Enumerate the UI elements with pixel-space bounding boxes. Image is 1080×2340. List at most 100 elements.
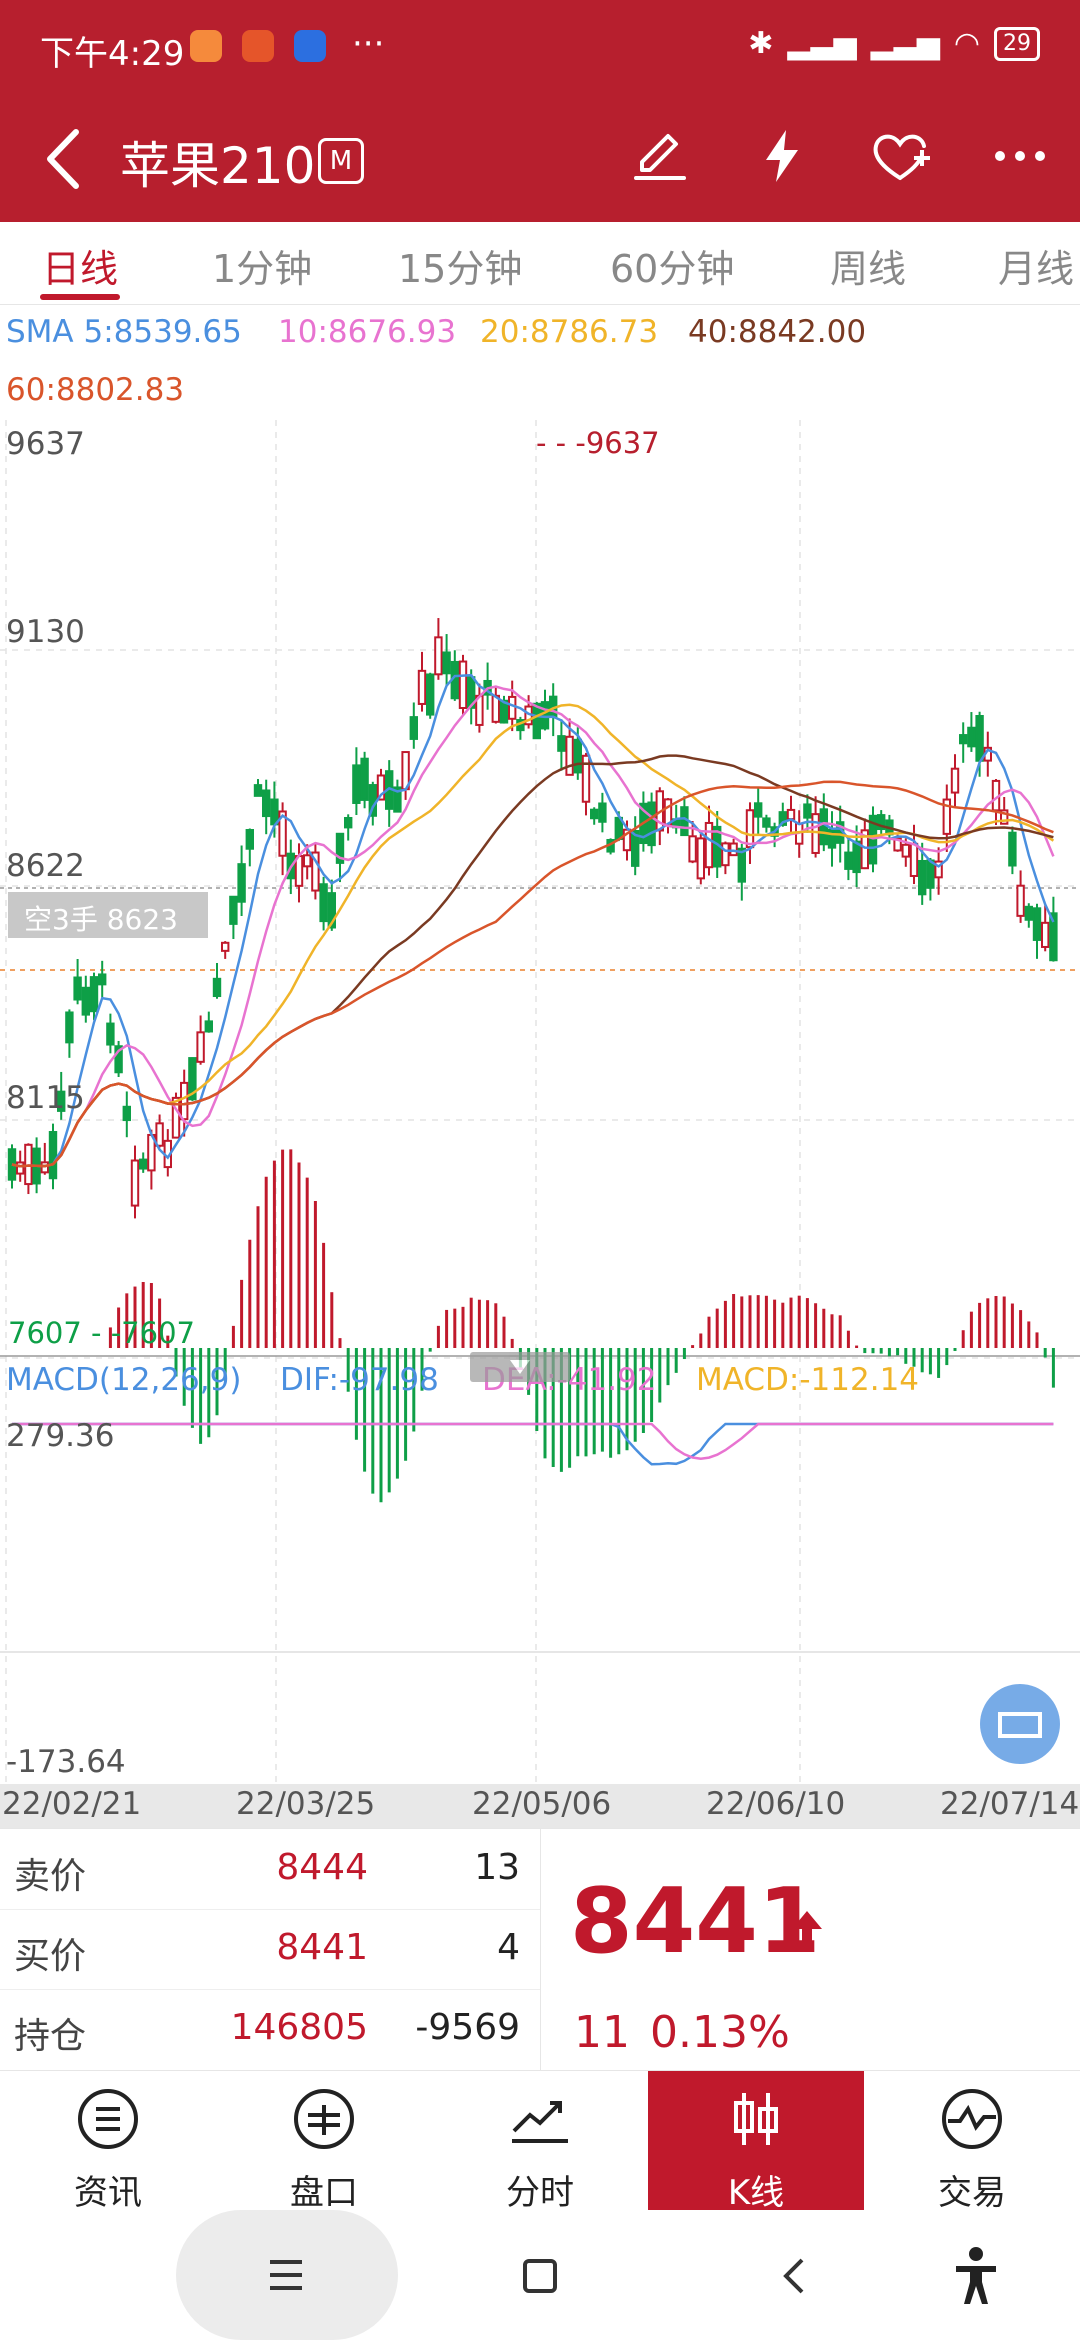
accessibility-icon[interactable]: [952, 2246, 1000, 2306]
quote-panel: 卖价 8444 13 买价 8441 4 持仓 146805 -9569 844…: [0, 1828, 1080, 2071]
status-more: ···: [352, 24, 385, 64]
tab-1min[interactable]: 1分钟: [212, 247, 313, 291]
main-contract-badge: M: [318, 138, 364, 184]
date-label: 22/06/10: [706, 1786, 846, 1822]
macd-y-min: -173.64: [6, 1744, 126, 1780]
kline-chart[interactable]: SMA 5:8539.65 10:8676.93 20:8786.73 40:8…: [0, 304, 1080, 1784]
candle-body: [48, 1131, 58, 1180]
tab-15min[interactable]: 15分钟: [398, 247, 523, 291]
candle-body: [57, 1090, 66, 1112]
candle-body: [909, 842, 919, 877]
menu-button[interactable]: [176, 2210, 398, 2340]
macd-y-max: 279.36: [6, 1418, 115, 1454]
moving-average-lines: [11, 673, 1055, 1168]
candle-body: [327, 892, 337, 929]
candle-body: [221, 941, 230, 952]
candle-body: [573, 738, 582, 774]
candle-body: [860, 829, 869, 870]
timeshare-icon: [512, 2101, 568, 2143]
tab-daily[interactable]: 日线: [42, 247, 119, 291]
ma-line: [11, 673, 1055, 1168]
bottom-nav: 资讯 盘口 分时 K线 交易: [0, 2070, 1080, 2213]
lightning-icon[interactable]: [750, 124, 814, 188]
fullscreen-button[interactable]: [980, 1684, 1060, 1764]
candle-body: [598, 802, 607, 823]
macd-value: MACD:-112.14: [696, 1362, 920, 1398]
date-label: 22/02/21: [2, 1786, 142, 1822]
system-back-icon[interactable]: [780, 2256, 810, 2296]
app-notification-icon: [242, 30, 274, 62]
trade-icon: [942, 2089, 1002, 2149]
candle-body: [1016, 884, 1025, 917]
tab-monthly[interactable]: 月线: [998, 247, 1075, 291]
candle-body: [967, 726, 976, 748]
low-price-marker: 7607 - -7607: [8, 1316, 195, 1350]
date-label: 22/03/25: [236, 1786, 376, 1822]
candle-body: [959, 734, 968, 745]
macd-title: MACD(12,26,9): [6, 1362, 242, 1398]
dif-value: DIF:-97.98: [280, 1362, 439, 1398]
nav-label: K线: [727, 2173, 785, 2213]
kline-icon: [734, 2093, 778, 2145]
candle-body: [458, 660, 468, 710]
nav-trade[interactable]: 交易: [864, 2071, 1080, 2213]
candle-body: [262, 789, 271, 818]
candle-body: [196, 1031, 205, 1063]
candle-body: [868, 814, 878, 865]
home-icon[interactable]: [522, 2258, 558, 2294]
system-nav-bar: [0, 2210, 1080, 2340]
candle-body: [417, 669, 427, 705]
tab-60min[interactable]: 60分钟: [610, 247, 735, 291]
candle-body: [786, 808, 796, 821]
nav-news[interactable]: 资讯: [0, 2071, 216, 2213]
position-tag[interactable]: 空3手 8623: [8, 892, 208, 938]
candle-body: [237, 863, 246, 903]
chevron-left-icon[interactable]: [40, 126, 90, 192]
chart-canvas: [0, 420, 1080, 1784]
chart-grid: [0, 420, 1080, 1784]
candle-body: [73, 976, 82, 1001]
candle-body: [565, 735, 574, 776]
candle-body: [155, 1122, 164, 1147]
macd-lines: [12, 1422, 1054, 1466]
menu-icon: [270, 2260, 302, 2290]
nav-label: 分时: [506, 2173, 574, 2213]
up-arrow-icon: [792, 1911, 822, 1951]
hold-value: 146805: [230, 2007, 368, 2048]
price-change-pct: 0.13%: [650, 2007, 790, 2058]
period-tabs: 日线 1分钟 15分钟 60分钟 周线 月线: [0, 222, 1080, 305]
candle-body: [130, 1159, 140, 1207]
candle-body: [65, 1011, 74, 1044]
candle-body: [171, 1096, 181, 1139]
candle-body: [1041, 921, 1050, 948]
panel-drag-handle[interactable]: [470, 1352, 570, 1382]
candle-body: [762, 817, 771, 828]
last-price: 8441: [570, 1869, 821, 1974]
tab-weekly[interactable]: 周线: [830, 247, 907, 291]
more-icon[interactable]: [988, 124, 1052, 188]
candle-body: [893, 837, 902, 852]
hold-row: 持仓 146805 -9569: [0, 1989, 540, 2069]
position-tag-text: 空3手 8623: [24, 903, 178, 936]
candle-body: [1032, 907, 1042, 941]
nav-kline[interactable]: K线: [648, 2071, 864, 2213]
nav-orderbook[interactable]: 盘口: [216, 2071, 432, 2213]
candle-body: [1000, 809, 1009, 825]
candle-body: [212, 977, 222, 998]
candle-body: [754, 802, 763, 818]
edit-icon[interactable]: [628, 124, 692, 188]
candle-body: [393, 786, 402, 813]
candle-body: [89, 976, 99, 1013]
status-time: 下午4:29: [40, 34, 185, 74]
candle-body: [1049, 912, 1058, 962]
candle-body: [532, 702, 541, 740]
sma60-legend: 60:8802.83: [6, 372, 185, 408]
candle-body: [442, 651, 451, 675]
date-label: 22/05/06: [472, 1786, 612, 1822]
ma-line: [11, 685, 1055, 1168]
heart-add-icon[interactable]: [868, 124, 932, 188]
candlesticks: [7, 618, 1058, 1219]
nav-timeshare[interactable]: 分时: [432, 2071, 648, 2213]
nav-label: 资讯: [74, 2173, 142, 2213]
y-axis-label: 8622: [6, 848, 85, 884]
